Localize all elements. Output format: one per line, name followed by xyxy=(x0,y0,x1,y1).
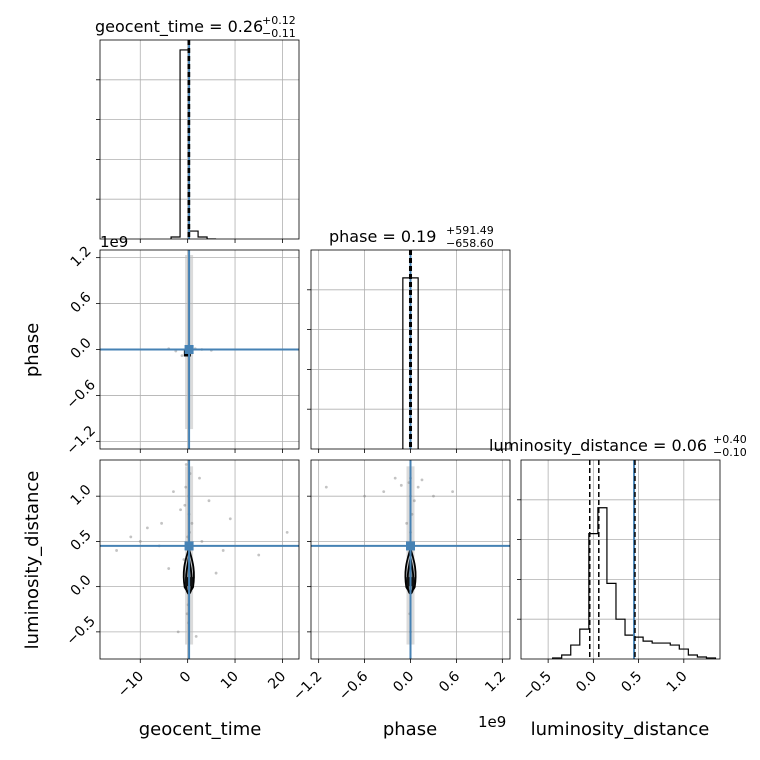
scatter-point-phase_vs_luminosity_distance-19 xyxy=(405,521,409,525)
scatter-point-geocent_time_vs_luminosity_distance-24 xyxy=(257,553,261,557)
xtick-label-geocent_time-0: −10 xyxy=(115,669,147,701)
scatter-point-phase_vs_luminosity_distance-9 xyxy=(399,483,403,487)
axes-frame-geocent_time xyxy=(99,39,300,240)
scatter-point-geocent_time_vs_luminosity_distance-13 xyxy=(182,558,186,561)
xtick-label-luminosity_distance-3: 1.0 xyxy=(664,669,691,696)
scatter-point-phase_vs_luminosity_distance-14 xyxy=(324,485,328,489)
scatter-point-geocent_time_vs_luminosity_distance-27 xyxy=(172,490,175,494)
scatter-point-geocent_time_vs_luminosity_distance-26 xyxy=(115,549,118,552)
ytick-label-phase-3: 0.6 xyxy=(68,289,95,316)
xtick-label-luminosity_distance-1: 0.0 xyxy=(573,669,600,696)
xlabel-geocent-time: geocent_time xyxy=(139,719,262,740)
axes-frame-luminosity_distance xyxy=(520,459,721,660)
scatter-point-phase_vs_luminosity_distance-12 xyxy=(363,494,366,498)
title-geocent-time-plus: +0.12 xyxy=(262,14,296,27)
scatter-point-geocent_time_vs_luminosity_distance-23 xyxy=(228,517,232,521)
xtick-label-geocent_time-2: 10 xyxy=(218,669,242,693)
scatter-point-geocent_time_vs_luminosity_distance-30 xyxy=(194,634,198,638)
scatter-point-phase_vs_luminosity_distance-10 xyxy=(432,494,435,498)
scatter-point-phase_vs_luminosity_distance-16 xyxy=(393,476,397,480)
ytick-label-phase-1: −0.6 xyxy=(63,377,98,412)
scatter-point-geocent_time_vs_luminosity_distance-34 xyxy=(179,508,182,512)
scatter-point-geocent_time_vs_luminosity_distance-17 xyxy=(145,526,149,530)
ytick-label-phase-4: 1.2 xyxy=(68,243,95,270)
title-geocent-time-minus: −0.11 xyxy=(262,27,296,40)
ytick-label-luminosity_distance-2: 0.5 xyxy=(68,527,95,554)
scatter-point-geocent_time_vs_luminosity_distance-33 xyxy=(221,549,225,552)
scatter-point-geocent_time_vs_luminosity_distance-21 xyxy=(200,540,204,543)
xtick-label-phase-2: 0.0 xyxy=(390,669,417,696)
ytick-label-phase-0: −1.2 xyxy=(63,423,98,458)
scatter-point-geocent_time_vs_luminosity_distance-29 xyxy=(176,630,180,634)
scatter-point-geocent_time_vs_luminosity_distance-22 xyxy=(214,571,218,575)
ytick-label-luminosity_distance-1: 0.0 xyxy=(68,572,95,599)
phase-x-offset-label: 1e9 xyxy=(478,713,506,731)
axes-frame-geocent_time_vs_luminosity_distance xyxy=(99,459,300,660)
scatter-point-geocent_time_vs_luminosity_distance-14 xyxy=(190,521,194,525)
scatter-point-geocent_time_vs_luminosity_distance-3 xyxy=(184,485,188,489)
title-geocent-time: geocent_time = 0.26 xyxy=(95,17,263,37)
title-luminosity-distance-plus: +0.40 xyxy=(713,433,747,446)
title-phase-minus: −658.60 xyxy=(446,237,494,250)
xtick-label-geocent_time-1: 0 xyxy=(177,669,195,687)
phase-y-offset-label: 1e9 xyxy=(100,233,128,251)
scatter-point-phase_vs_luminosity_distance-11 xyxy=(382,490,386,494)
hist-geocent_time xyxy=(170,49,217,239)
scatter-point-phase_vs_luminosity_distance-18 xyxy=(412,499,416,503)
scatter-point-geocent_time_vs_luminosity_distance-31 xyxy=(207,499,211,503)
truth-marker-phase_vs_luminosity_distance xyxy=(406,541,415,551)
ytick-label-luminosity_distance-3: 1.0 xyxy=(68,482,95,509)
scatter-point-geocent_time_vs_luminosity_distance-5 xyxy=(185,612,189,616)
scatter-point-geocent_time_vs_luminosity_distance-18 xyxy=(129,535,133,539)
title-luminosity-distance-minus: −0.10 xyxy=(713,446,747,459)
title-phase-plus: +591.49 xyxy=(446,224,494,237)
xtick-label-phase-3: 0.6 xyxy=(436,668,463,695)
scatter-point-geocent_time_vs_luminosity_distance-10 xyxy=(184,463,188,466)
xtick-label-phase-4: 1.2 xyxy=(482,669,509,696)
scatter-point-phase_vs_luminosity_distance-8 xyxy=(416,485,420,489)
xtick-label-geocent_time-3: 20 xyxy=(265,669,289,693)
xtick-label-phase-1: −0.6 xyxy=(336,668,371,703)
scatter-point-geocent_time_vs_luminosity_distance-32 xyxy=(167,567,171,570)
xlabel-luminosity-distance: luminosity_distance xyxy=(531,719,710,740)
truth-marker-geocent_time_vs_phase xyxy=(184,345,194,354)
scatter-point-geocent_time_vs_luminosity_distance-8 xyxy=(183,503,187,507)
scatter-point-geocent_time_vs_luminosity_distance-19 xyxy=(138,540,142,543)
xlabel-phase: phase xyxy=(383,719,437,740)
scatter-point-phase_vs_luminosity_distance-13 xyxy=(451,490,454,494)
ytick-label-phase-2: 0.0 xyxy=(68,335,95,362)
ytick-label-luminosity_distance-0: −0.5 xyxy=(63,613,98,648)
title-phase: phase = 0.19 xyxy=(329,227,436,246)
scatter-point-geocent_time_vs_luminosity_distance-25 xyxy=(285,530,289,534)
scatter-point-geocent_time_vs_luminosity_distance-28 xyxy=(198,476,201,480)
truth-marker-geocent_time_vs_luminosity_distance xyxy=(184,541,194,551)
ylabel-luminosity-distance: luminosity_distance xyxy=(22,471,43,650)
scatter-point-geocent_time_vs_phase-0 xyxy=(180,354,184,358)
xtick-label-phase-0: −1.2 xyxy=(290,669,325,704)
xtick-label-luminosity_distance-0: −0.5 xyxy=(520,669,555,704)
title-luminosity-distance: luminosity_distance = 0.06 xyxy=(489,436,707,456)
scatter-point-phase_vs_luminosity_distance-15 xyxy=(420,478,424,482)
ylabel-phase: phase xyxy=(22,323,43,377)
xtick-label-luminosity_distance-2: 0.5 xyxy=(618,669,645,696)
scatter-point-geocent_time_vs_luminosity_distance-16 xyxy=(160,521,163,525)
